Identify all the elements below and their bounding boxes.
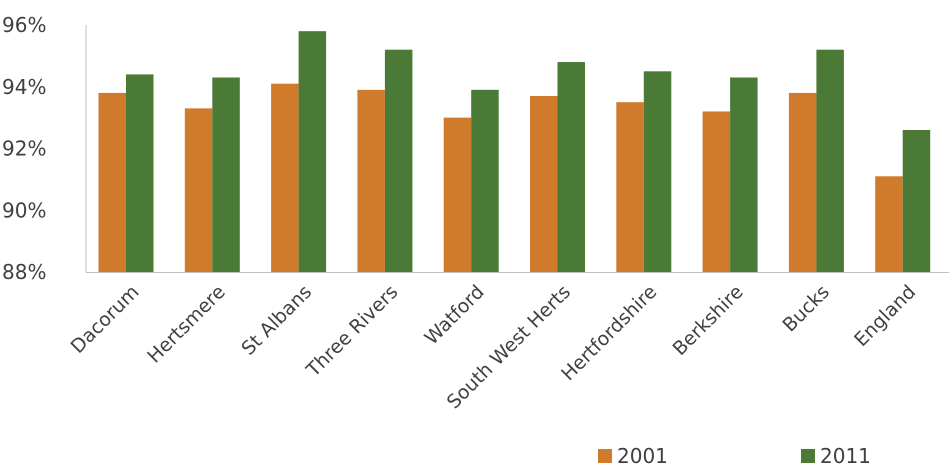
bar-2001-bucks bbox=[788, 92, 817, 272]
legend-swatch-2001 bbox=[598, 449, 612, 463]
legend-label-2011: 2011 bbox=[820, 444, 871, 467]
y-tick-label: 96% bbox=[2, 13, 46, 37]
y-tick-label: 94% bbox=[2, 75, 46, 99]
bar-2011-bucks bbox=[816, 49, 844, 273]
bar-2001-dacorum bbox=[98, 92, 126, 272]
legend-swatch-2011 bbox=[801, 449, 815, 463]
x-category-label: Hertsmere bbox=[143, 281, 230, 368]
bar-2001-three-rivers bbox=[357, 89, 385, 273]
y-tick-label: 88% bbox=[2, 260, 46, 284]
bar-2011-berkshire bbox=[730, 77, 758, 272]
bar-2001-berkshire bbox=[702, 111, 731, 272]
bar-2001-south-west-herts bbox=[530, 96, 558, 272]
bar-2011-south-west-herts bbox=[557, 62, 585, 272]
x-category-label: St Albans bbox=[237, 281, 316, 360]
legend: 2001 2011 bbox=[598, 444, 871, 467]
legend-label-2001: 2001 bbox=[617, 444, 668, 467]
bar-2001-st-albans bbox=[271, 83, 299, 272]
x-category-label: Berkshire bbox=[669, 281, 748, 360]
bar-2011-watford bbox=[471, 89, 499, 273]
x-category-label: Watford bbox=[420, 281, 488, 349]
bar-2011-hertfordshire bbox=[643, 71, 672, 272]
x-category-label: Bucks bbox=[778, 281, 833, 336]
bar-2011-hertsmere bbox=[212, 77, 240, 272]
x-category-label: Dacorum bbox=[67, 281, 144, 358]
bar-2011-england bbox=[902, 129, 931, 272]
bar-2011-three-rivers bbox=[384, 49, 413, 273]
x-category-label: Three Rivers bbox=[302, 281, 403, 382]
bar-2001-hertsmere bbox=[184, 108, 213, 272]
y-tick-label: 92% bbox=[2, 137, 46, 161]
y-tick-label: 90% bbox=[2, 198, 46, 222]
bar-2001-watford bbox=[443, 117, 472, 272]
y-axis: 88% 90% 92% 94% 96% bbox=[2, 13, 87, 284]
bar-2001-england bbox=[875, 176, 903, 272]
bars bbox=[98, 31, 931, 273]
bar-2011-st-albans bbox=[298, 31, 327, 272]
bar-2001-hertfordshire bbox=[616, 102, 644, 272]
bar-2011-dacorum bbox=[126, 74, 154, 273]
x-category-label: England bbox=[850, 281, 920, 351]
